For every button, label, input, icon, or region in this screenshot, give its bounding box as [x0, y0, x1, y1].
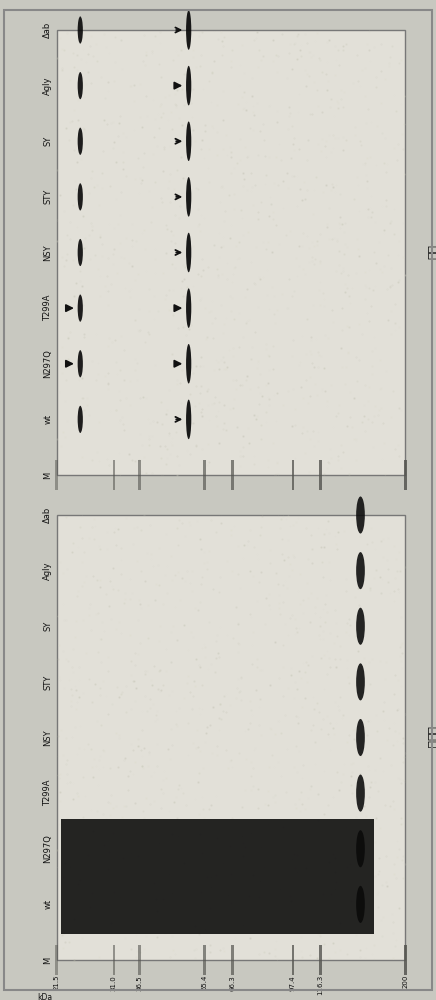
Bar	[320, 460, 322, 490]
Text: N297Q: N297Q	[43, 834, 52, 863]
Ellipse shape	[78, 72, 83, 99]
Ellipse shape	[356, 886, 365, 923]
Text: 36.5: 36.5	[136, 975, 143, 991]
Bar	[292, 945, 294, 975]
Bar	[404, 945, 407, 975]
Bar	[57, 515, 405, 960]
Text: T299A: T299A	[43, 295, 52, 321]
Ellipse shape	[186, 400, 191, 439]
Bar	[204, 460, 206, 490]
Text: 31.0: 31.0	[111, 975, 117, 991]
Ellipse shape	[356, 552, 365, 589]
Ellipse shape	[186, 66, 191, 105]
Bar	[112, 460, 115, 490]
Text: 97.4: 97.4	[290, 975, 296, 991]
Ellipse shape	[78, 16, 83, 44]
Ellipse shape	[186, 121, 191, 161]
Ellipse shape	[186, 233, 191, 272]
Ellipse shape	[78, 350, 83, 377]
Ellipse shape	[186, 288, 191, 328]
Bar	[232, 460, 234, 490]
Bar	[232, 945, 234, 975]
Text: STY: STY	[43, 674, 52, 690]
Text: M: M	[43, 956, 52, 964]
Text: kDa: kDa	[37, 993, 52, 1000]
Text: NSY: NSY	[43, 729, 52, 746]
Bar	[204, 945, 206, 975]
Bar	[404, 460, 407, 490]
Text: 还原: 还原	[425, 245, 436, 260]
Ellipse shape	[356, 775, 365, 812]
Text: 66.3: 66.3	[230, 975, 236, 991]
Ellipse shape	[356, 663, 365, 700]
Text: SY: SY	[43, 621, 52, 631]
Bar	[57, 30, 405, 475]
Ellipse shape	[356, 496, 365, 534]
Text: N297Q: N297Q	[43, 349, 52, 378]
Ellipse shape	[356, 719, 365, 756]
Text: 21.5: 21.5	[54, 975, 60, 990]
Text: wt: wt	[43, 899, 52, 909]
Bar	[61, 819, 374, 934]
Ellipse shape	[186, 10, 191, 50]
Ellipse shape	[356, 830, 365, 867]
Text: 55.4: 55.4	[202, 975, 208, 990]
Bar	[112, 945, 115, 975]
Text: SY: SY	[43, 136, 52, 146]
Ellipse shape	[78, 295, 83, 322]
Text: 非还原: 非还原	[425, 726, 436, 749]
Bar	[292, 460, 294, 490]
Ellipse shape	[78, 406, 83, 433]
Text: M: M	[43, 471, 52, 479]
Text: T299A: T299A	[43, 780, 52, 806]
Bar	[55, 460, 58, 490]
Bar	[61, 819, 374, 934]
Text: Agly: Agly	[43, 561, 52, 580]
Ellipse shape	[78, 128, 83, 155]
Ellipse shape	[78, 183, 83, 210]
Text: Agly: Agly	[43, 76, 52, 95]
Bar	[55, 945, 58, 975]
Ellipse shape	[186, 177, 191, 217]
Ellipse shape	[78, 239, 83, 266]
Bar	[138, 460, 141, 490]
Text: 200: 200	[402, 975, 409, 988]
Text: 116.3: 116.3	[318, 975, 324, 995]
Text: Δab: Δab	[43, 507, 52, 523]
Text: Δab: Δab	[43, 22, 52, 38]
Text: STY: STY	[43, 189, 52, 205]
Bar	[320, 945, 322, 975]
Ellipse shape	[356, 608, 365, 645]
Ellipse shape	[186, 344, 191, 384]
Bar	[61, 819, 374, 934]
Text: NSY: NSY	[43, 244, 52, 261]
Text: wt: wt	[43, 414, 52, 424]
Bar	[138, 945, 141, 975]
